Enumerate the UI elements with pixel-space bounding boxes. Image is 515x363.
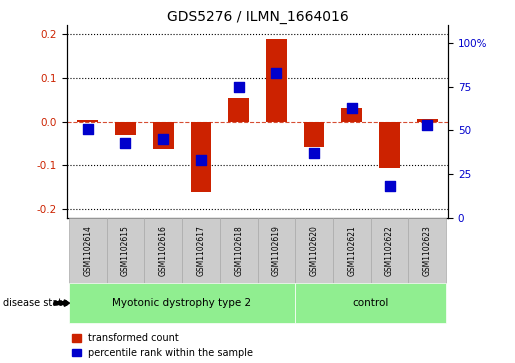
Text: disease state: disease state: [3, 298, 67, 308]
Text: GSM1102621: GSM1102621: [347, 225, 356, 276]
Bar: [69, 218, 107, 283]
Text: GSM1102622: GSM1102622: [385, 225, 394, 276]
Text: Myotonic dystrophy type 2: Myotonic dystrophy type 2: [112, 298, 252, 308]
Point: [197, 157, 205, 163]
Text: GSM1102617: GSM1102617: [196, 225, 205, 276]
Text: GSM1102614: GSM1102614: [83, 225, 92, 276]
Text: GSM1102619: GSM1102619: [272, 225, 281, 276]
Point: [83, 126, 92, 131]
Bar: [417, 119, 438, 122]
Text: GSM1102616: GSM1102616: [159, 225, 168, 276]
Text: control: control: [352, 298, 389, 308]
Point: [159, 136, 167, 142]
Bar: [341, 109, 362, 122]
Text: GSM1102623: GSM1102623: [423, 225, 432, 276]
Legend: transformed count, percentile rank within the sample: transformed count, percentile rank withi…: [72, 333, 253, 358]
Bar: [304, 122, 324, 147]
Bar: [144, 218, 182, 283]
Bar: [295, 218, 333, 283]
Bar: [77, 120, 98, 122]
Point: [310, 150, 318, 156]
Text: GSM1102618: GSM1102618: [234, 225, 243, 276]
Point: [272, 70, 281, 76]
Point: [234, 84, 243, 90]
Bar: [191, 122, 211, 192]
Text: GSM1102620: GSM1102620: [310, 225, 319, 276]
Bar: [295, 283, 446, 323]
Bar: [379, 122, 400, 167]
Bar: [220, 218, 258, 283]
Point: [423, 122, 432, 128]
Bar: [408, 218, 446, 283]
Bar: [107, 218, 144, 283]
Point: [385, 183, 393, 189]
Bar: [153, 122, 174, 149]
Bar: [69, 283, 295, 323]
Bar: [333, 218, 371, 283]
Bar: [371, 218, 408, 283]
Text: GSM1102615: GSM1102615: [121, 225, 130, 276]
Point: [122, 140, 130, 146]
Bar: [228, 98, 249, 122]
Title: GDS5276 / ILMN_1664016: GDS5276 / ILMN_1664016: [167, 11, 348, 24]
Bar: [182, 218, 220, 283]
Bar: [266, 38, 287, 122]
Bar: [115, 122, 136, 135]
Bar: [258, 218, 295, 283]
Point: [348, 105, 356, 110]
